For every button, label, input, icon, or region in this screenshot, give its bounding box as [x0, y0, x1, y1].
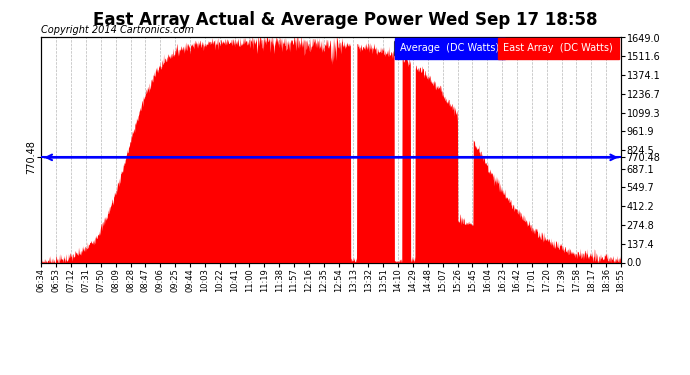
Text: East Array Actual & Average Power Wed Sep 17 18:58: East Array Actual & Average Power Wed Se…: [92, 11, 598, 29]
Text: Copyright 2014 Cartronics.com: Copyright 2014 Cartronics.com: [41, 25, 195, 35]
Legend: Average  (DC Watts), East Array  (DC Watts): Average (DC Watts), East Array (DC Watts…: [394, 40, 616, 56]
